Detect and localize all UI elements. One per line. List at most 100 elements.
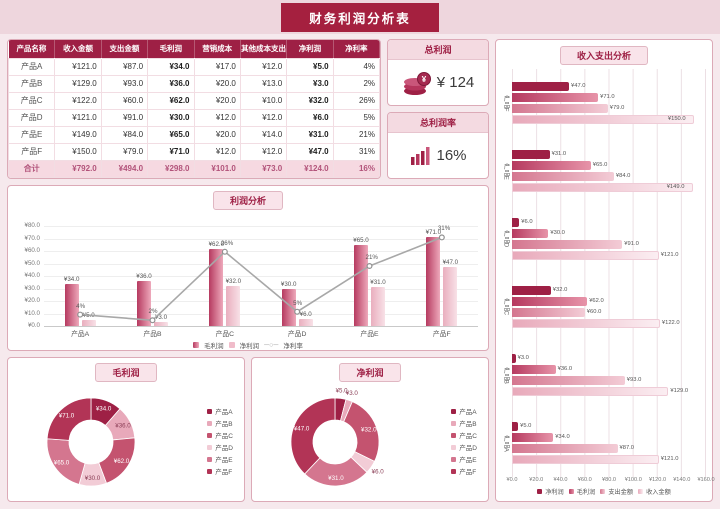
margin-point-label: 21% <box>365 254 378 261</box>
bar-group: 产品B ¥3.0 ¥36.0 ¥93.0 ¥129.0 <box>500 341 708 409</box>
bar-value-label: ¥122.0 <box>661 320 680 326</box>
bar-value-label: ¥91.0 <box>624 241 639 247</box>
net-profit-bar <box>154 322 168 326</box>
table-row: 产品F ¥150.0 ¥79.0 ¥71.0 ¥12.0 ¥12.0 ¥47.0 31% <box>8 142 380 161</box>
net-profit-bar <box>512 422 519 431</box>
legend-label: 净利率 <box>283 343 303 350</box>
gross-profit-panel: 毛利润 ¥34.0 ¥36.0 ¥62.0 ¥30.0 ¥65.0 ¥71.0 产品A 产品… <box>7 357 245 502</box>
y-axis-label: ¥80.0 <box>24 222 40 229</box>
bar-value-label: ¥71.0 <box>425 229 442 237</box>
profit-analysis-panel: 利润分析 ¥0.0 ¥10.0 ¥20.0 ¥30.0 ¥40.0 ¥50.0 ¥60.0 ¥… <box>7 185 489 351</box>
income-bar <box>512 183 693 192</box>
legend-item: 产品D <box>207 442 233 452</box>
legend-item: 产品C <box>207 430 233 440</box>
income-expense-panel: 收入支出分析 产品F ¥47.0 ¥71.0 ¥79.0 ¥150.0 产品E ¥31.0 ¥… <box>495 39 715 502</box>
legend-item: 支出金额 <box>600 487 633 496</box>
table-cell: 产品D <box>8 108 56 127</box>
legend-swatch <box>451 420 457 426</box>
table-cell: ¥792.0 <box>54 159 102 178</box>
chart-grid <box>512 69 706 477</box>
gross-profit-bar <box>512 433 554 442</box>
y-axis-label: ¥60.0 <box>24 247 40 254</box>
gridline <box>44 313 478 315</box>
net-profit-donut: ¥5.0 ¥3.0 ¥32.0 ¥6.0 ¥31.0 ¥47.0 产品A 产品B 产品C 产品D… <box>255 384 485 501</box>
column-header: 毛利润 <box>147 40 195 58</box>
legend-label: 支出金额 <box>608 488 634 496</box>
legend-swatch <box>207 456 213 462</box>
gridline <box>44 226 478 227</box>
donut-slice <box>290 397 336 475</box>
x-axis-label: 产品E <box>360 331 379 338</box>
slice-value-label: ¥62.0 <box>114 458 130 465</box>
legend-label: 产品F <box>215 469 233 476</box>
bar-value-label: ¥6.0 <box>521 219 533 225</box>
gross-profit-bar <box>512 161 591 170</box>
slice-value-label: ¥32.0 <box>361 427 377 434</box>
x-tick-label: ¥60.0 <box>577 477 592 483</box>
x-axis-label: 产品D <box>287 331 307 338</box>
bar-track: ¥31.0 <box>512 150 706 159</box>
income-bar <box>512 319 660 328</box>
bar-value-label: ¥71.0 <box>600 94 615 100</box>
gross-profit-bar <box>209 248 224 326</box>
bar-value-label: ¥34.0 <box>555 434 570 440</box>
bar-track: ¥149.0 <box>512 183 706 192</box>
donut-legend: 产品A 产品B 产品C 产品D 产品E 产品F <box>207 406 233 476</box>
income-bar <box>512 387 669 396</box>
legend-label: 产品F <box>459 469 477 476</box>
table-cell: 4% <box>332 57 380 76</box>
donut-slice <box>46 397 92 441</box>
bar-track: ¥122.0 <box>512 319 706 328</box>
table-cell: ¥494.0 <box>100 159 149 178</box>
net-profit-bar <box>371 287 385 326</box>
x-tick-label: ¥120.0 <box>648 477 667 483</box>
slice-value-label: ¥34.0 <box>96 405 112 412</box>
svg-text:¥: ¥ <box>421 75 426 84</box>
legend-swatch <box>451 444 457 450</box>
bar-value-label: ¥62.0 <box>208 240 225 248</box>
bar-value-label: ¥62.0 <box>589 298 604 304</box>
bar-value-label: ¥30.0 <box>280 280 297 288</box>
panel-title: 净利润 <box>339 363 401 382</box>
legend-label: 产品E <box>459 457 477 464</box>
income-bar <box>512 115 694 124</box>
gridline <box>44 251 478 252</box>
legend-swatch <box>193 342 200 348</box>
slice-value-label: ¥36.0 <box>115 423 131 430</box>
gross-profit-bar <box>512 297 588 306</box>
kpi-body: 16% <box>388 133 488 178</box>
donut-chart: ¥5.0¥3.0 ¥32.0 ¥6.0 ¥31.0 ¥47.0 <box>290 387 384 487</box>
expense-bar <box>512 444 618 453</box>
table-row: 产品D ¥121.0 ¥91.0 ¥30.0 ¥12.0 ¥12.0 ¥6.0 5% <box>8 108 380 127</box>
category-label: 产品C <box>502 298 510 316</box>
bar-value-label: ¥129.0 <box>670 388 689 394</box>
bar-value-label: ¥47.0 <box>571 83 586 89</box>
table-cell: ¥87.0 <box>100 57 149 76</box>
legend-item: 产品A <box>207 406 233 416</box>
legend-swatch <box>207 444 213 450</box>
legend-item: 收入金额 <box>638 487 671 496</box>
coins-icon: ¥ <box>403 71 431 95</box>
bar-value-label: ¥36.0 <box>136 273 152 280</box>
slice-value-label: ¥47.0 <box>294 426 310 433</box>
margin-point-label: 4% <box>76 302 86 310</box>
bar-value-label: ¥32.0 <box>225 278 242 285</box>
table-cell: 5% <box>332 108 380 127</box>
legend-item: 产品B <box>451 418 477 428</box>
table-cell: 16% <box>332 159 380 178</box>
bar-track: ¥129.0 <box>512 387 706 396</box>
table-row: 产品A ¥121.0 ¥87.0 ¥34.0 ¥17.0 ¥12.0 ¥5.0 4% <box>8 57 380 76</box>
table-cell: ¥121.0 <box>54 108 102 127</box>
gross-profit-bar <box>354 244 368 326</box>
table-cell: ¥13.0 <box>239 74 288 93</box>
bar-track: ¥79.0 <box>512 104 706 113</box>
gridline <box>44 301 478 302</box>
legend-line-marker: ─○─ <box>264 341 279 349</box>
panel-title: 收入支出分析 <box>559 46 648 65</box>
table-total-row: 合计 ¥792.0 ¥494.0 ¥298.0 ¥101.0 ¥73.0 ¥124.0 16% <box>8 159 380 178</box>
income-bar <box>512 251 659 260</box>
legend-swatch <box>207 468 213 474</box>
kpi-label: 总利润 <box>388 40 488 60</box>
legend-label: 毛利润 <box>576 488 596 496</box>
gross-profit-bar <box>281 288 296 326</box>
